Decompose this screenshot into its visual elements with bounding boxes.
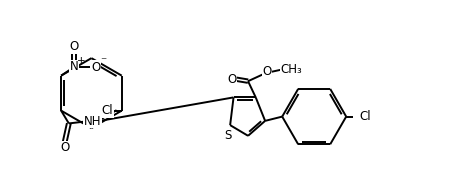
Text: O: O [262,65,271,78]
Text: S: S [223,129,231,142]
Text: N: N [70,60,79,73]
Text: Cl: Cl [101,104,113,117]
Text: O: O [60,141,69,154]
Text: ⁻: ⁻ [100,56,106,68]
Text: +: + [77,56,86,66]
Text: O: O [227,73,236,86]
Text: O: O [91,61,100,74]
Text: Cl: Cl [358,110,370,123]
Text: NH: NH [83,115,101,128]
Text: O: O [69,40,78,53]
Text: CH₃: CH₃ [280,63,301,76]
